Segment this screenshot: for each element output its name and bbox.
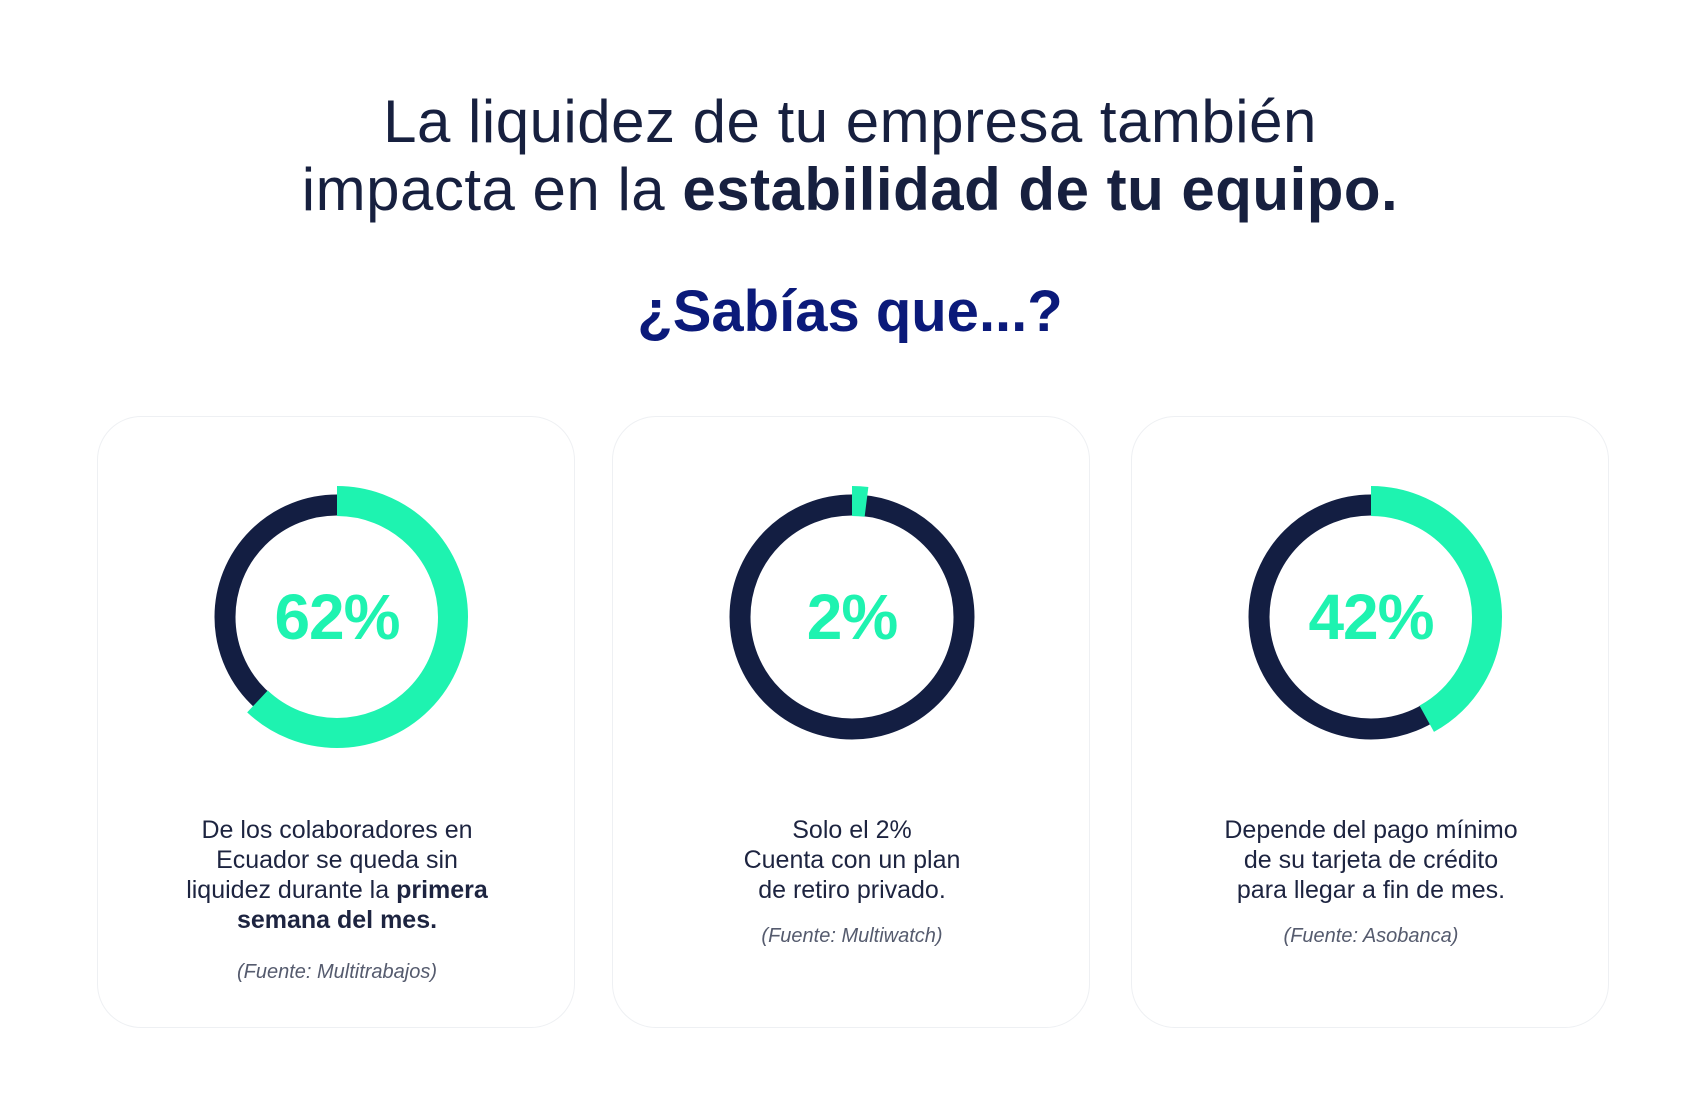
donut-svg xyxy=(721,486,983,748)
desc-line-regular: liquidez durante la xyxy=(186,876,397,904)
source-note: (Fuente: Multiwatch) xyxy=(761,925,943,947)
percent-label: 42% xyxy=(1308,581,1434,653)
headline-line-2-bold: estabilidad de tu equipo. xyxy=(682,156,1399,223)
donut-fill-arc xyxy=(206,486,468,748)
stat-card-42: 42% Depende del pago mínimo de su tarjet… xyxy=(1131,416,1609,1028)
source-note: (Fuente: Asobanca) xyxy=(1283,925,1459,947)
donut-fill-arc xyxy=(1240,486,1502,748)
desc-line: liquidez durante la primera xyxy=(118,875,556,905)
source-note: (Fuente: Multitrabajos) xyxy=(236,961,438,983)
desc-line: De los colaboradores en xyxy=(201,816,473,844)
donut-svg xyxy=(1240,486,1502,748)
percent-label: 2% xyxy=(806,581,899,653)
donut-svg xyxy=(206,486,468,748)
desc-line: de retiro privado. xyxy=(758,876,946,904)
headline-line-2-regular: impacta en la xyxy=(301,156,683,223)
desc-line: Ecuador se queda sin xyxy=(216,846,458,874)
page-headline: La liquidez de tu empresa también impact… xyxy=(0,88,1700,224)
desc-line: de su tarjeta de crédito xyxy=(1243,846,1499,874)
desc-line: Solo el 2% xyxy=(792,816,912,844)
donut-chart: 2% xyxy=(712,477,992,757)
percent-label: 62% xyxy=(274,581,400,653)
donut-fill-arc xyxy=(721,486,983,748)
desc-line: Cuenta con un plan xyxy=(743,846,961,874)
headline-line-1: La liquidez de tu empresa también xyxy=(383,88,1317,155)
stat-description: Depende del pago mínimo de su tarjeta de… xyxy=(1152,815,1590,905)
desc-line-bold: primera xyxy=(396,876,488,904)
desc-line: para llegar a fin de mes. xyxy=(1236,876,1506,904)
headline-line-2: impacta en la estabilidad de tu equipo. xyxy=(0,156,1700,224)
desc-line-bold: semana del mes. xyxy=(236,906,438,934)
sabias-que-heading: ¿Sabías que...? xyxy=(637,279,1063,344)
stat-description: Solo el 2% Cuenta con un plan de retiro … xyxy=(633,815,1071,905)
stat-card-62: 62% De los colaboradores en Ecuador se q… xyxy=(97,416,575,1028)
donut-chart: 62% xyxy=(197,477,477,757)
stat-card-2: 2% Solo el 2% Cuenta con un plan de reti… xyxy=(612,416,1090,1028)
desc-line: Depende del pago mínimo xyxy=(1224,816,1518,844)
donut-chart: 42% xyxy=(1231,477,1511,757)
stat-description: De los colaboradores en Ecuador se queda… xyxy=(118,815,556,935)
